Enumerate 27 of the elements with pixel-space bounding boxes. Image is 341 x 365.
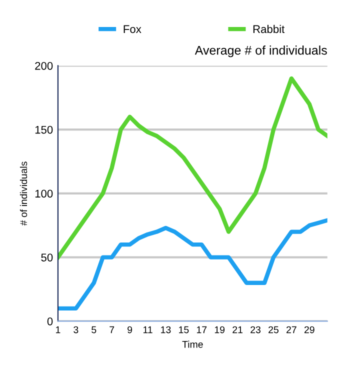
x-tick-label: 27 xyxy=(286,326,296,334)
y-tick-label: 150 xyxy=(35,126,53,134)
legend-label: Rabbit xyxy=(253,24,285,34)
x-tick-label: 7 xyxy=(110,326,114,334)
x-tick-label: 25 xyxy=(268,326,278,334)
y-tick-label: 100 xyxy=(35,190,53,198)
x-tick-label: 19 xyxy=(214,326,225,334)
x-tick-label: 9 xyxy=(128,326,132,334)
x-tick-label: 17 xyxy=(196,326,207,334)
x-tick-label: 29 xyxy=(304,326,314,334)
x-axis-title: Time xyxy=(182,340,203,348)
x-tick-label: 23 xyxy=(250,326,261,334)
x-tick-label: 1 xyxy=(56,326,60,334)
x-tick-label: 11 xyxy=(143,326,152,334)
x-tick-label: 21 xyxy=(232,326,242,334)
y-tick-label: 50 xyxy=(41,254,53,262)
x-tick-label: 3 xyxy=(74,326,78,334)
y-tick-label: 0 xyxy=(47,317,53,326)
x-tick-label: 5 xyxy=(92,326,96,334)
legend-label: Fox xyxy=(124,25,142,34)
chart-title: Average # of individuals xyxy=(194,46,327,58)
line-series xyxy=(58,218,328,311)
y-tick-label: 200 xyxy=(35,62,53,70)
x-tick-label: 15 xyxy=(179,326,189,334)
x-tick-label: 13 xyxy=(161,326,171,334)
line-series xyxy=(58,76,328,260)
y-axis-title: # of individuals xyxy=(20,162,28,226)
